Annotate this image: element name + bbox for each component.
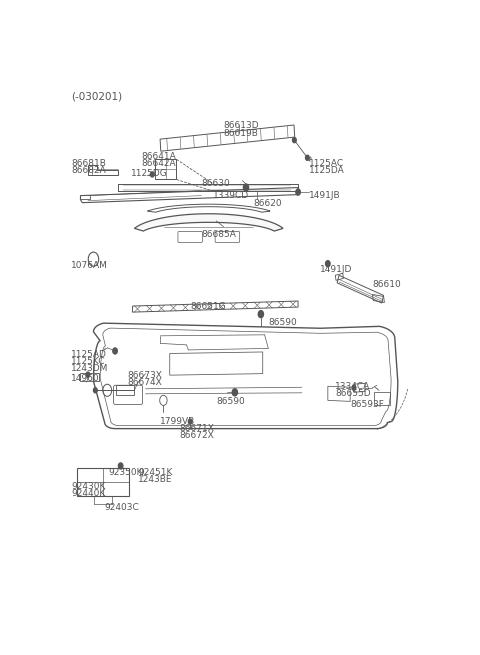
Text: 86674X: 86674X	[127, 378, 162, 387]
Text: 92403C: 92403C	[105, 503, 139, 512]
Text: 86671X: 86671X	[179, 424, 214, 432]
Text: 1491JB: 1491JB	[309, 191, 341, 200]
Circle shape	[243, 184, 249, 191]
Text: 1243BE: 1243BE	[138, 475, 173, 484]
Circle shape	[232, 389, 238, 396]
Text: 86672X: 86672X	[179, 430, 214, 440]
Text: 1334CA: 1334CA	[335, 383, 371, 391]
Text: 14960: 14960	[71, 374, 100, 383]
Circle shape	[305, 155, 309, 160]
Text: 1125AD: 1125AD	[71, 350, 107, 359]
Text: 86590: 86590	[268, 318, 297, 327]
Text: 86620: 86620	[253, 198, 282, 208]
Text: 86590: 86590	[216, 398, 245, 406]
Text: 86642A: 86642A	[142, 159, 177, 168]
Text: 1243DM: 1243DM	[71, 364, 108, 373]
Circle shape	[292, 138, 296, 143]
Text: 86685A: 86685A	[202, 230, 236, 239]
Text: 1125DA: 1125DA	[309, 166, 345, 176]
Circle shape	[86, 372, 90, 377]
Text: 1076AM: 1076AM	[71, 261, 108, 270]
Circle shape	[94, 388, 97, 393]
Text: 1125DG: 1125DG	[131, 170, 168, 178]
Text: 86630: 86630	[202, 179, 230, 189]
Circle shape	[296, 189, 300, 195]
Text: 86593F: 86593F	[350, 400, 384, 409]
Text: 86613D: 86613D	[224, 121, 259, 130]
Text: 86619B: 86619B	[224, 129, 259, 138]
Text: 1491JD: 1491JD	[321, 265, 353, 274]
Text: 86641A: 86641A	[142, 152, 177, 160]
Polygon shape	[134, 214, 283, 231]
Text: 92430K: 92430K	[71, 482, 106, 491]
Text: 1125AC: 1125AC	[309, 159, 344, 168]
Circle shape	[113, 348, 117, 354]
Text: (-030201): (-030201)	[71, 91, 122, 102]
Text: 86673X: 86673X	[127, 371, 162, 380]
Text: 86610: 86610	[372, 280, 401, 290]
Circle shape	[352, 385, 356, 390]
Text: 1125KC: 1125KC	[71, 357, 106, 366]
Circle shape	[188, 419, 192, 424]
Text: 86655D: 86655D	[335, 389, 371, 398]
Circle shape	[325, 261, 330, 267]
Circle shape	[258, 310, 264, 318]
Text: 1799VB: 1799VB	[160, 417, 196, 426]
Circle shape	[150, 172, 154, 177]
Text: 86651G: 86651G	[190, 301, 226, 310]
Text: 1339CD: 1339CD	[213, 191, 249, 200]
Text: 86681B: 86681B	[71, 159, 106, 168]
Text: 86682A: 86682A	[71, 166, 106, 176]
Text: 92440K: 92440K	[71, 489, 106, 498]
Text: 92350K: 92350K	[108, 468, 143, 477]
Text: 92451K: 92451K	[138, 468, 172, 477]
Circle shape	[119, 463, 123, 469]
